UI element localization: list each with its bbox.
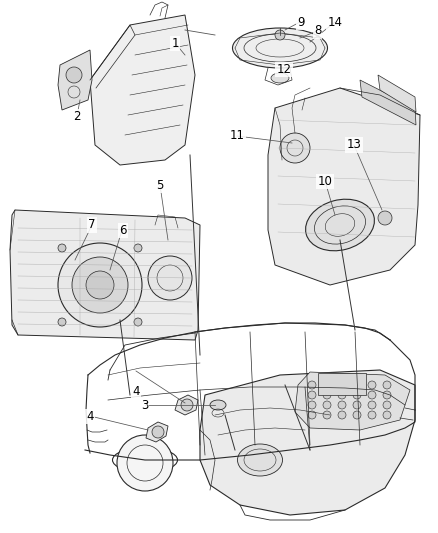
- Polygon shape: [146, 422, 168, 442]
- Circle shape: [181, 399, 193, 411]
- Text: 8: 8: [314, 25, 321, 37]
- Circle shape: [275, 30, 285, 40]
- Circle shape: [368, 411, 376, 419]
- Text: 1: 1: [171, 37, 179, 50]
- Circle shape: [383, 401, 391, 409]
- Polygon shape: [295, 372, 410, 430]
- Circle shape: [323, 401, 331, 409]
- Circle shape: [58, 318, 66, 326]
- Circle shape: [308, 401, 316, 409]
- Circle shape: [353, 391, 361, 399]
- Text: 7: 7: [88, 219, 96, 231]
- Polygon shape: [268, 88, 420, 285]
- Circle shape: [86, 271, 114, 299]
- Circle shape: [280, 133, 310, 163]
- Circle shape: [152, 426, 164, 438]
- Text: 11: 11: [230, 130, 245, 142]
- Polygon shape: [200, 370, 415, 515]
- Text: 3: 3: [141, 399, 148, 411]
- Polygon shape: [58, 50, 92, 110]
- Bar: [318, 373, 366, 395]
- Circle shape: [368, 381, 376, 389]
- Ellipse shape: [233, 28, 328, 68]
- Circle shape: [353, 381, 361, 389]
- Circle shape: [308, 411, 316, 419]
- Circle shape: [338, 401, 346, 409]
- Circle shape: [338, 381, 346, 389]
- Text: 12: 12: [276, 63, 291, 76]
- Text: 2: 2: [73, 110, 81, 123]
- Circle shape: [368, 391, 376, 399]
- Circle shape: [353, 401, 361, 409]
- Text: 6: 6: [119, 224, 127, 237]
- Circle shape: [383, 411, 391, 419]
- Circle shape: [308, 391, 316, 399]
- Ellipse shape: [237, 444, 283, 476]
- Circle shape: [58, 244, 66, 252]
- Circle shape: [368, 401, 376, 409]
- Circle shape: [308, 381, 316, 389]
- Polygon shape: [90, 15, 195, 165]
- Text: 13: 13: [346, 139, 361, 151]
- Circle shape: [318, 423, 378, 483]
- Circle shape: [72, 257, 128, 313]
- Text: 4: 4: [86, 410, 94, 423]
- Circle shape: [383, 391, 391, 399]
- Circle shape: [58, 243, 142, 327]
- Circle shape: [353, 411, 361, 419]
- Circle shape: [378, 211, 392, 225]
- Circle shape: [134, 244, 142, 252]
- Text: 10: 10: [318, 175, 332, 188]
- Circle shape: [383, 381, 391, 389]
- Text: 4: 4: [132, 385, 140, 398]
- Circle shape: [338, 411, 346, 419]
- Polygon shape: [360, 80, 416, 125]
- Circle shape: [117, 435, 173, 491]
- Circle shape: [323, 411, 331, 419]
- Polygon shape: [378, 75, 416, 112]
- Circle shape: [134, 318, 142, 326]
- Polygon shape: [10, 210, 200, 340]
- Ellipse shape: [306, 199, 374, 251]
- Circle shape: [338, 391, 346, 399]
- Circle shape: [148, 256, 192, 300]
- Circle shape: [323, 391, 331, 399]
- Ellipse shape: [210, 400, 226, 410]
- Text: 5: 5: [156, 179, 163, 192]
- Text: 9: 9: [297, 16, 305, 29]
- Circle shape: [323, 381, 331, 389]
- Polygon shape: [175, 395, 198, 415]
- Text: 14: 14: [328, 16, 343, 29]
- Circle shape: [66, 67, 82, 83]
- Ellipse shape: [271, 73, 289, 83]
